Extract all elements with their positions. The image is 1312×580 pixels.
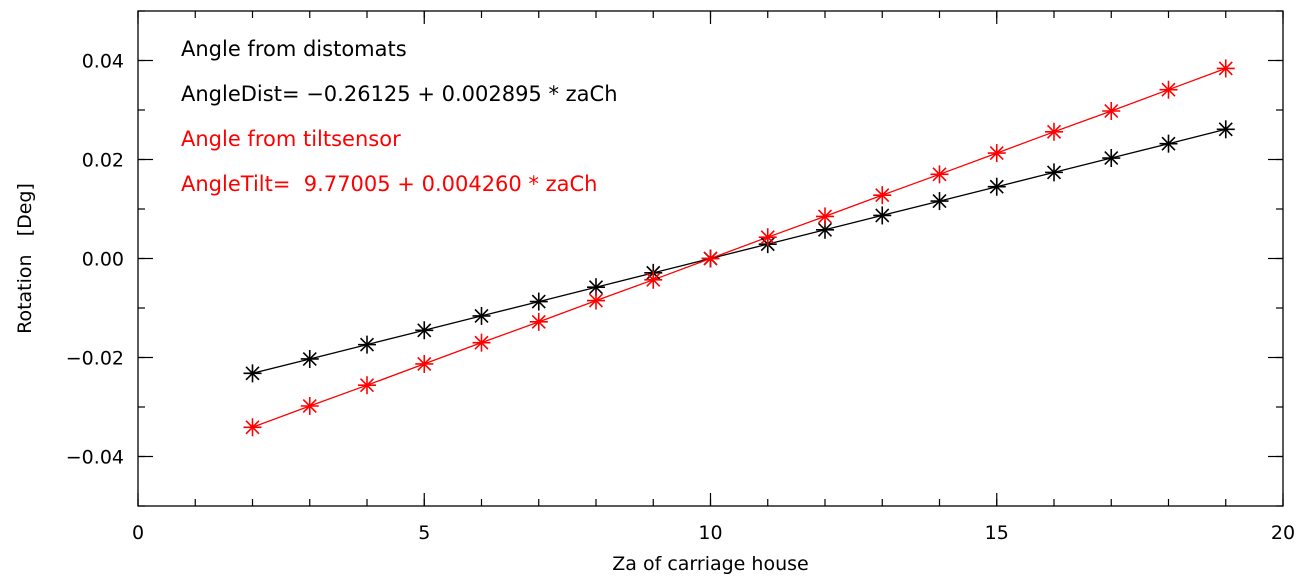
tick-labels: 0 5 10 15 20 −0.04 −0.02 0.00 0.02 0.04 (66, 51, 1295, 545)
x-tick-label: 20 (1271, 522, 1295, 544)
y-tick-label: 0.00 (82, 249, 124, 271)
y-tick-label: −0.02 (66, 348, 124, 370)
y-tick-label: −0.04 (66, 447, 124, 469)
series-2-point (1216, 59, 1235, 78)
annotation-tiltsensor-equation: AngleTilt= 9.77005 + 0.004260 * zaCh (181, 172, 598, 196)
y-tick-label: 0.04 (82, 51, 124, 73)
annotation-distomats-equation: AngleDist= −0.26125 + 0.002895 * zaCh (181, 82, 618, 106)
series-2-point (930, 165, 949, 184)
series-1-point (415, 321, 434, 340)
series-2-point (529, 312, 548, 331)
series-1-point (1045, 163, 1063, 182)
series-1-point (587, 278, 605, 297)
series-lines (252, 67, 1227, 428)
plot-frame (137, 10, 1284, 507)
series-2-point (816, 207, 834, 226)
series-2-point (644, 270, 663, 289)
series-1-point (930, 192, 949, 211)
series-2-point (873, 186, 892, 205)
x-axis-title: Za of carriage house (612, 553, 808, 575)
series-1-point (873, 206, 892, 225)
series-1-point (1102, 149, 1121, 168)
series-2-point (415, 354, 434, 373)
series-2-line (252, 67, 1227, 428)
series-1-point (1159, 134, 1178, 153)
series-1-point (300, 349, 319, 368)
series-1-point (358, 335, 376, 354)
annotations: Angle from distomats AngleDist= −0.26125… (181, 37, 618, 196)
y-axis-title: Rotation [Deg] (14, 183, 36, 334)
series-1-point (987, 177, 1006, 196)
x-tick-label: 10 (698, 522, 722, 544)
x-tick-label: 15 (985, 522, 1009, 544)
annotation-distomats-title: Angle from distomats (181, 37, 407, 61)
series-2-point (587, 291, 605, 310)
series-2-point (472, 333, 491, 352)
series-1-point (816, 220, 834, 239)
series-2-point (1159, 80, 1178, 99)
series-1-point (472, 306, 491, 325)
x-tick-label: 0 (132, 522, 144, 544)
annotation-tiltsensor-title: Angle from tiltsensor (181, 127, 401, 151)
series-markers (243, 59, 1235, 437)
series-2-point (758, 228, 777, 247)
series-2-point (300, 397, 319, 416)
y-tick-label: 0.02 (82, 150, 124, 172)
x-tick-label: 5 (418, 522, 430, 544)
series-1-point (1216, 120, 1235, 139)
series-2-point (1045, 122, 1063, 141)
series-1-line (252, 128, 1226, 374)
series-2-point (358, 376, 376, 395)
series-1-point (243, 364, 262, 383)
series-2-point (1102, 101, 1121, 120)
series-2-point (987, 144, 1006, 163)
series-2-point (243, 418, 262, 437)
series-2-point (701, 249, 720, 268)
axis-ticks (137, 10, 1284, 507)
series-1-point (529, 292, 548, 311)
